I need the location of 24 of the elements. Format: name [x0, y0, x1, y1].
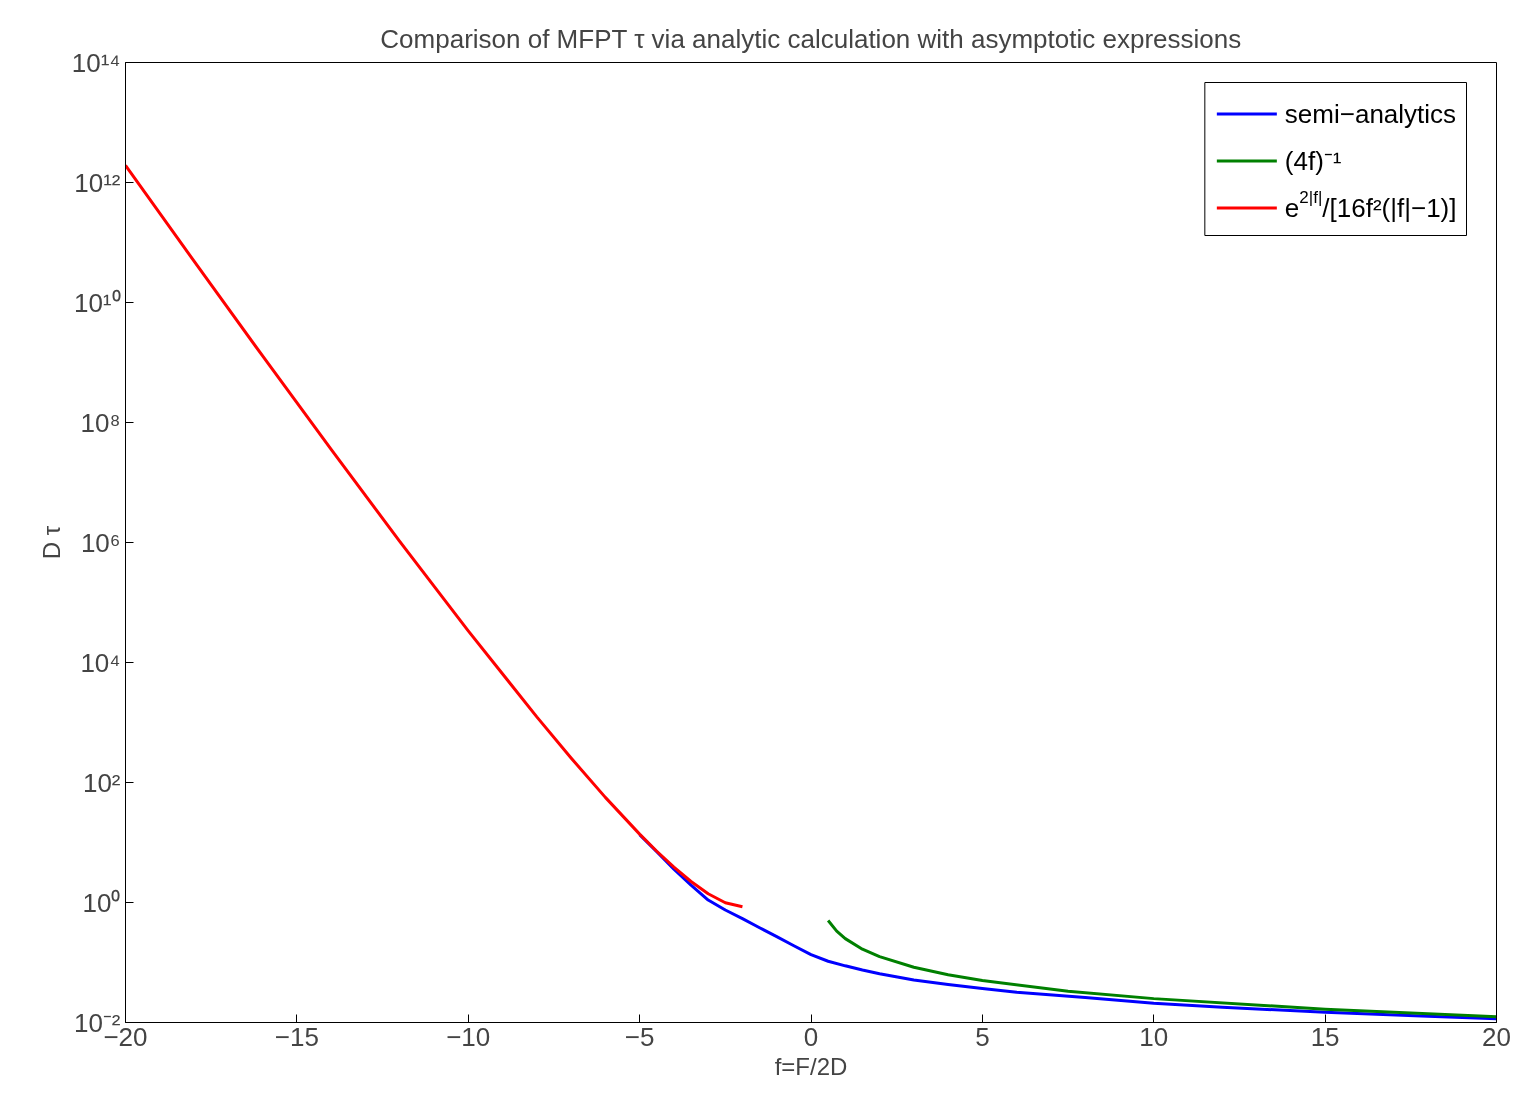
line-series: [826, 919, 1497, 1019]
x-tick-label: −5: [624, 1021, 655, 1052]
y-tick-label: 10⁶: [80, 527, 121, 558]
line-series: [125, 163, 744, 909]
x-tick-label: 0: [803, 1021, 819, 1052]
x-tick-label: 5: [975, 1021, 990, 1052]
y-tick-label: 10²: [82, 767, 121, 798]
x-axis-title: f=F/2D: [774, 1052, 848, 1080]
x-tick-label: −10: [446, 1021, 491, 1052]
y-tick-label: 10¹²: [74, 167, 121, 198]
y-tick-label: 10⁴: [80, 647, 121, 678]
chart-title: Comparison of MFPT τ via analytic calculation with asymptotic expressions: [380, 23, 1242, 54]
y-axis-title: D τ: [37, 525, 65, 560]
x-tick-label: 15: [1310, 1021, 1340, 1052]
line-series: [638, 833, 1497, 1021]
x-tick-label: 10: [1139, 1021, 1169, 1052]
legend-label: (4f)⁻¹: [1284, 146, 1342, 176]
y-tick-label: 10¹⁰: [73, 287, 121, 318]
x-tick-label: −15: [274, 1021, 319, 1052]
legend-label: semi−analytics: [1284, 99, 1457, 129]
y-tick-label: 10⁰: [82, 887, 121, 918]
x-tick-label: 20: [1482, 1021, 1511, 1052]
y-tick-label: 10⁸: [80, 407, 121, 438]
y-tick-label: 10¹⁴: [71, 47, 121, 78]
